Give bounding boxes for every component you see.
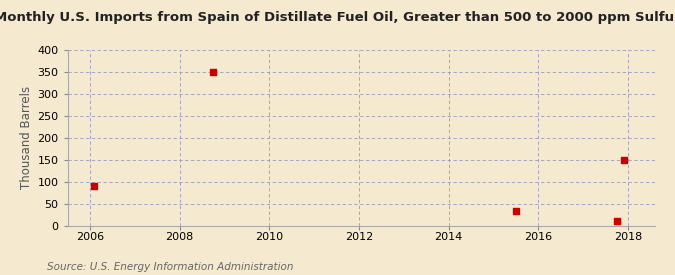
Point bbox=[208, 70, 219, 75]
Y-axis label: Thousand Barrels: Thousand Barrels bbox=[20, 86, 33, 189]
Point bbox=[619, 158, 630, 163]
Text: Monthly U.S. Imports from Spain of Distillate Fuel Oil, Greater than 500 to 2000: Monthly U.S. Imports from Spain of Disti… bbox=[0, 11, 675, 24]
Text: Source: U.S. Energy Information Administration: Source: U.S. Energy Information Administ… bbox=[47, 262, 294, 272]
Point bbox=[510, 209, 521, 214]
Point bbox=[612, 218, 622, 223]
Point bbox=[88, 184, 99, 189]
